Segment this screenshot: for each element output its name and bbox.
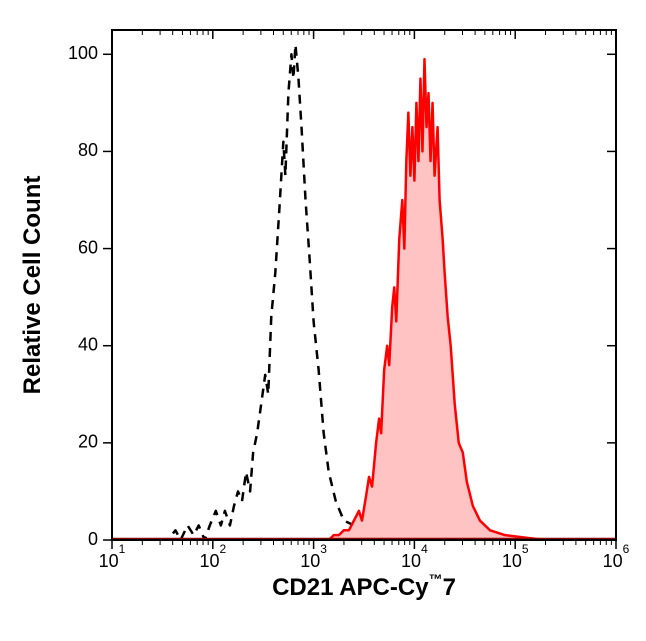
y-tick-label: 20 — [78, 432, 98, 452]
y-tick-label: 100 — [68, 43, 98, 63]
y-tick-label: 80 — [78, 140, 98, 160]
x-axis-label: CD21 APC-Cy™7 — [272, 571, 456, 601]
y-tick-label: 40 — [78, 334, 98, 354]
flow-cytometry-histogram: 101102103104105106020406080100CD21 APC-C… — [0, 0, 646, 641]
y-axis-label: Relative Cell Count — [19, 176, 46, 395]
y-tick-label: 60 — [78, 237, 98, 257]
y-tick-label: 0 — [88, 529, 98, 549]
chart-container: 101102103104105106020406080100CD21 APC-C… — [0, 0, 646, 641]
